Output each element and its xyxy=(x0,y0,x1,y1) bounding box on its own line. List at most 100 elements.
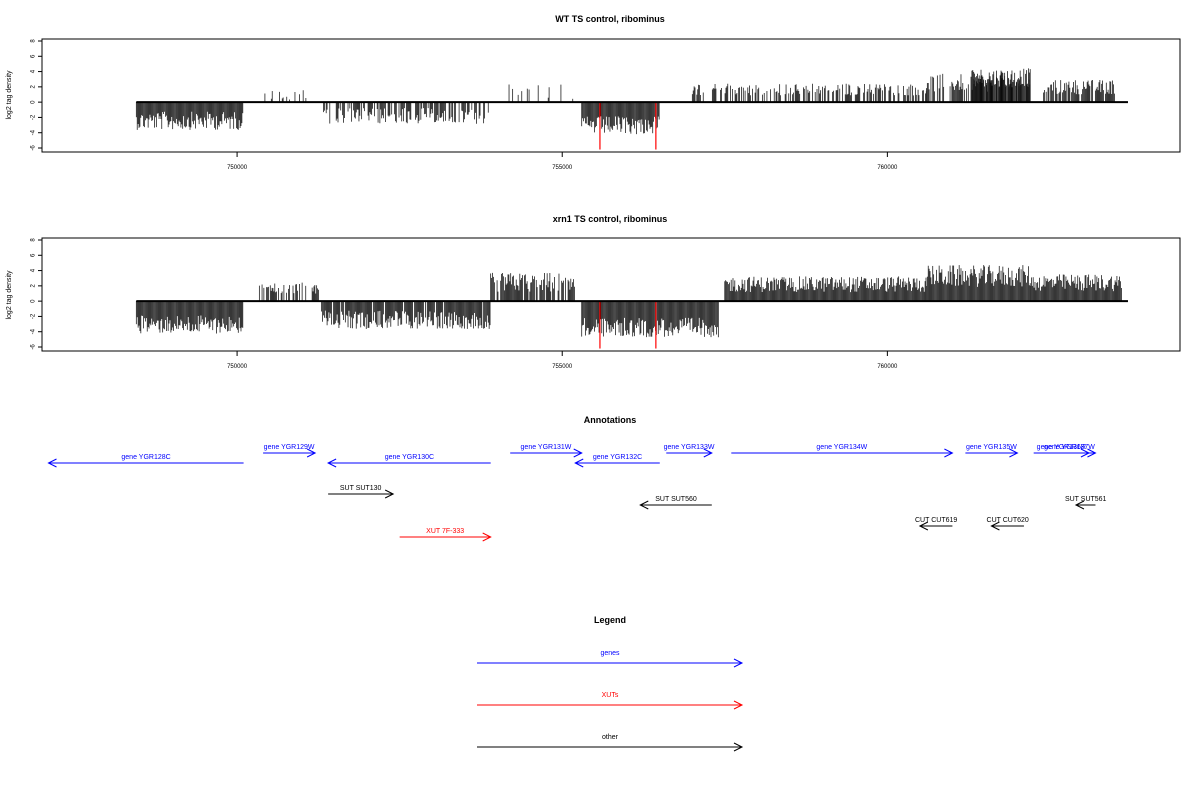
feature-arrowhead xyxy=(1074,500,1085,510)
feature-label: SUT SUT560 xyxy=(655,496,697,503)
wt-plot-frame xyxy=(41,38,1181,153)
y-tick-label: -6 xyxy=(31,344,37,350)
feature-label: gene YGR132C xyxy=(593,454,642,461)
y-tick-label: -2 xyxy=(31,114,37,120)
x-tick-label: 760000 xyxy=(877,165,898,171)
x-tick-label: 750000 xyxy=(227,364,248,370)
annotation-feature: gene YGR128C xyxy=(47,454,244,468)
legend-title: Legend xyxy=(594,615,626,625)
wt-x-ticks: 750000 755000 760000 xyxy=(227,152,898,171)
annotation-feature: SUT SUT130 xyxy=(328,485,395,499)
y-tick-label: -4 xyxy=(31,328,37,334)
y-tick-label: -2 xyxy=(31,313,37,319)
feature-arrowhead xyxy=(1087,448,1097,458)
annotation-feature: gene YGR129W xyxy=(263,444,317,458)
y-tick-label: 8 xyxy=(31,238,37,242)
xrn1-x-ticks: 750000 755000 760000 xyxy=(227,351,898,370)
feature-arrowhead xyxy=(918,521,929,531)
legend-arrowhead xyxy=(733,658,744,668)
feature-label: gene YGR129W xyxy=(264,444,315,451)
y-tick-label: 0 xyxy=(31,299,37,303)
annotation-feature: XUT 7F-333 xyxy=(399,528,492,542)
feature-arrowhead xyxy=(327,458,337,468)
annotation-feature: gene YGR135W xyxy=(965,444,1019,458)
wt-y-ticks: 8 6 4 2 0 -2 -4 -6 xyxy=(31,39,42,151)
x-tick-label: 755000 xyxy=(552,165,573,171)
xrn1-highlight-bars xyxy=(599,301,657,349)
annotations-title: Annotations xyxy=(584,415,637,425)
feature-label: gene YGR137W xyxy=(1044,444,1095,451)
legend-label: other xyxy=(602,734,619,741)
feature-label: gene YGR128C xyxy=(121,454,170,461)
feature-label: gene YGR133W xyxy=(664,444,715,451)
y-tick-label: 8 xyxy=(31,39,37,43)
y-tick-label: -4 xyxy=(31,129,37,135)
y-tick-label: 2 xyxy=(31,284,37,288)
legend-items: genes XUTs other xyxy=(477,650,744,752)
y-tick-label: 6 xyxy=(31,54,37,58)
xrn1-track-title: xrn1 TS control, ribominus xyxy=(553,214,668,224)
xrn1-plot-frame xyxy=(41,237,1181,352)
annotation-feature: gene YGR132C xyxy=(574,454,660,468)
annotation-feature: CUT CUT619 xyxy=(915,517,957,531)
legend-item: genes xyxy=(477,650,744,668)
xrn1-y-axis-label: log2 tag density xyxy=(6,270,13,320)
feature-label: XUT 7F-333 xyxy=(426,528,464,535)
feature-arrowhead xyxy=(306,448,317,458)
legend-arrowhead xyxy=(733,742,744,752)
feature-arrowhead xyxy=(482,532,492,542)
wt-track-title: WT TS control, ribominus xyxy=(555,14,665,24)
feature-label: CUT CUT620 xyxy=(987,517,1029,524)
feature-arrowhead xyxy=(703,448,713,458)
annotation-feature: gene YGR131W xyxy=(510,444,583,458)
legend-label: XUTs xyxy=(602,692,619,699)
y-tick-label: 4 xyxy=(31,268,37,272)
feature-label: gene YGR136R xyxy=(1037,444,1086,451)
xrn1-density-bars xyxy=(135,265,1122,338)
xrn1-track-panel: xrn1 TS control, ribominus log2 tag dens… xyxy=(6,214,1181,370)
y-tick-label: 0 xyxy=(31,100,37,104)
y-tick-label: 6 xyxy=(31,253,37,257)
annotation-feature: SUT SUT561 xyxy=(1065,496,1107,510)
feature-arrowhead xyxy=(384,489,395,499)
legend-arrowhead xyxy=(733,700,744,710)
feature-arrowhead xyxy=(574,458,584,468)
feature-label: SUT SUT561 xyxy=(1065,496,1107,503)
y-tick-label: 4 xyxy=(31,69,37,73)
x-tick-label: 760000 xyxy=(877,364,898,370)
wt-highlight-bars xyxy=(599,102,657,150)
wt-y-axis-label: log2 tag density xyxy=(6,70,13,120)
feature-arrowhead xyxy=(639,500,649,510)
annotation-feature: SUT SUT560 xyxy=(639,496,712,510)
feature-label: gene YGR134W xyxy=(816,444,867,451)
wt-density-bars xyxy=(135,68,1115,135)
annotation-feature: CUT CUT620 xyxy=(987,517,1029,531)
annotation-feature: gene YGR137W xyxy=(1043,444,1097,458)
xrn1-y-ticks: 8 6 4 2 0 -2 -4 -6 xyxy=(31,238,42,350)
feature-label: gene YGR131W xyxy=(521,444,572,451)
annotation-feature: gene YGR130C xyxy=(327,454,491,468)
x-tick-label: 750000 xyxy=(227,165,248,171)
y-tick-label: -6 xyxy=(31,145,37,151)
legend-item: XUTs xyxy=(477,692,744,710)
feature-arrowhead xyxy=(944,448,954,458)
annotation-features: gene YGR128C gene YGR129W gene YGR130C gene… xyxy=(47,444,1107,542)
legend-label: genes xyxy=(600,650,620,657)
wt-track-panel: WT TS control, ribominus log2 tag densit… xyxy=(6,14,1181,171)
feature-arrowhead xyxy=(1009,448,1019,458)
feature-label: gene YGR130C xyxy=(385,454,434,461)
annotation-feature: gene YGR133W xyxy=(664,444,715,458)
feature-arrowhead xyxy=(47,458,57,468)
feature-label: gene YGR135W xyxy=(966,444,1017,451)
feature-label: SUT SUT130 xyxy=(340,485,382,492)
feature-label: CUT CUT619 xyxy=(915,517,957,524)
x-tick-label: 755000 xyxy=(552,364,573,370)
legend-item: other xyxy=(477,734,744,752)
y-tick-label: 2 xyxy=(31,85,37,89)
annotation-feature: gene YGR134W xyxy=(731,444,954,458)
legend-panel: Legend genes XUTs other xyxy=(477,615,744,752)
feature-arrowhead xyxy=(573,448,583,458)
feature-arrowhead xyxy=(990,521,1000,531)
